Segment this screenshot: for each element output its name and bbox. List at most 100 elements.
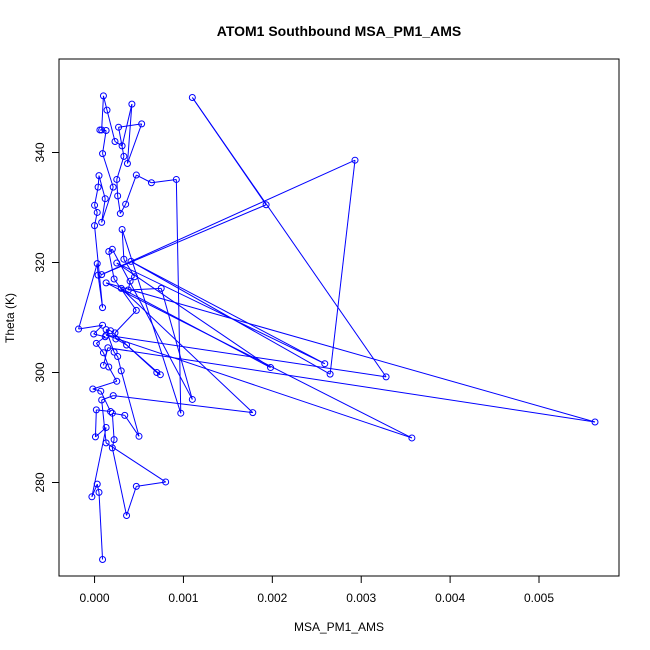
series-segment (94, 205, 98, 213)
series-segment (329, 160, 356, 375)
data-point (95, 172, 103, 180)
series-segment (100, 390, 112, 412)
data-point (126, 277, 134, 285)
data-point (123, 341, 131, 349)
data-point (124, 286, 132, 294)
series-segment (108, 251, 115, 280)
series-segment (92, 380, 117, 390)
series-segment (96, 336, 106, 344)
data-point (93, 260, 101, 268)
series-segment (121, 229, 182, 414)
data-point (109, 183, 117, 191)
data-point (99, 304, 107, 312)
data-point (382, 373, 390, 381)
series-segment (102, 130, 107, 154)
data-point (98, 396, 106, 404)
series-segment (101, 395, 114, 401)
series-segment (96, 263, 99, 276)
x-tick-label: 0.001 (168, 591, 198, 605)
data-point (162, 478, 170, 486)
y-tick-label: 320 (33, 252, 47, 272)
data-point (172, 175, 180, 183)
y-axis-label: Theta (K) (3, 293, 17, 343)
data-point (99, 92, 107, 100)
data-point (102, 279, 110, 287)
data-point (112, 335, 120, 343)
data-point (147, 179, 155, 187)
series-segment (101, 198, 106, 223)
series-segment (106, 110, 116, 142)
series-segment (94, 212, 98, 226)
data-point (111, 138, 119, 145)
data-point (91, 433, 99, 441)
series-segment (97, 175, 100, 188)
series-segment (106, 334, 387, 378)
data-point (132, 306, 140, 314)
data-point (127, 257, 135, 265)
series-segment (121, 229, 125, 260)
series-segment (78, 263, 98, 330)
series-segment (95, 343, 104, 354)
data-point (99, 349, 107, 357)
data-point (114, 353, 122, 361)
data-point (104, 344, 112, 352)
data-point (591, 418, 599, 426)
series-segment (160, 288, 193, 400)
data-point (188, 94, 196, 101)
data-point (99, 321, 107, 329)
series-segment (101, 186, 114, 223)
data-point (113, 259, 121, 267)
data-point (123, 512, 131, 519)
data-point (98, 218, 106, 226)
data-point (267, 364, 275, 372)
series-segment (102, 153, 114, 188)
data-point (91, 201, 99, 209)
series-segment (101, 159, 356, 276)
data-point (107, 327, 115, 335)
series-segment (96, 409, 111, 413)
series-segment (96, 484, 100, 493)
series-segment (130, 260, 326, 365)
data-point (88, 493, 96, 501)
y-tick-label: 280 (33, 472, 47, 492)
series-segment (101, 95, 104, 130)
data-point (102, 331, 110, 339)
series-segment (105, 329, 111, 332)
series-segment (101, 204, 267, 276)
data-point (115, 123, 123, 131)
data-point (103, 106, 111, 114)
series-segment (125, 174, 137, 205)
x-tick-label: 0.004 (435, 591, 465, 605)
x-axis: 0.000 0.001 0.002 0.003 0.004 0.005 (80, 575, 554, 605)
series-segment (78, 324, 103, 330)
y-axis: 280 300 320 340 (33, 142, 60, 493)
series-segment (113, 395, 253, 414)
series-layer (75, 92, 599, 563)
data-point (89, 385, 97, 393)
series-segment (126, 123, 143, 164)
series-segment (111, 413, 115, 440)
data-point (75, 325, 83, 333)
data-point (156, 371, 164, 379)
data-point (113, 175, 121, 183)
data-point (135, 432, 143, 440)
series-segment (111, 249, 193, 400)
data-point (123, 160, 131, 167)
series-segment (105, 442, 166, 483)
series-segment (115, 338, 127, 346)
series-segment (120, 370, 140, 437)
data-point (107, 408, 115, 416)
data-point (90, 330, 98, 338)
data-point (128, 100, 136, 108)
series-segment (111, 447, 128, 516)
series-segment (105, 282, 413, 439)
series-segment (102, 95, 108, 111)
data-point (109, 392, 117, 400)
data-point (188, 395, 196, 403)
data-point (408, 434, 416, 442)
series-segment (175, 179, 182, 414)
data-point (91, 222, 99, 230)
data-point (99, 150, 107, 158)
data-point (99, 556, 107, 563)
